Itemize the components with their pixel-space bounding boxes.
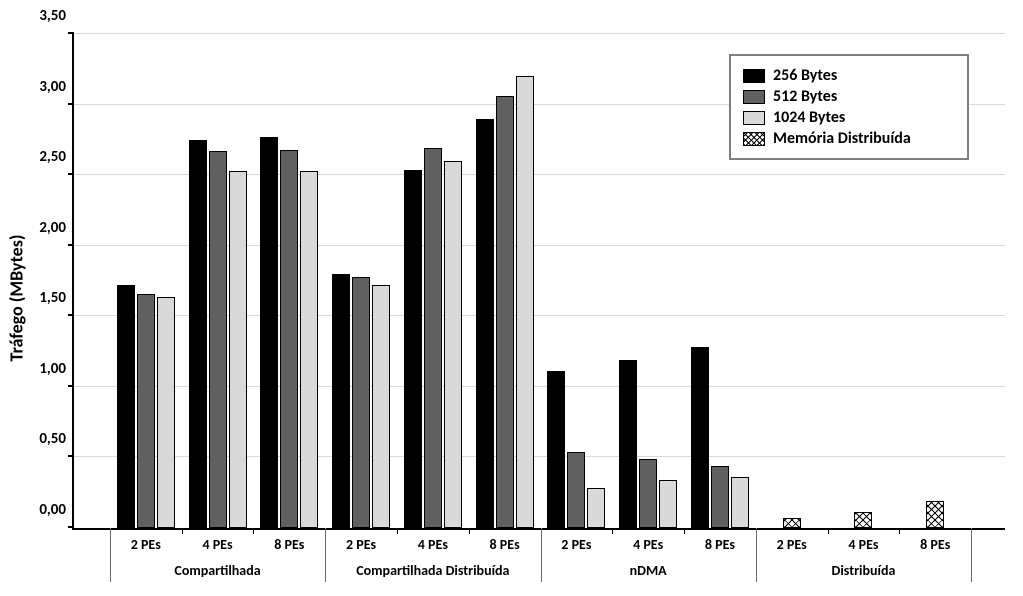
legend-label: 1024 Bytes — [773, 108, 845, 127]
y-tick-label: 0,00 — [39, 501, 66, 519]
legend: 256 Bytes 512 Bytes 1024 Bytes Memória Dist… — [729, 54, 969, 160]
y-tick-label: 1,00 — [39, 360, 66, 378]
legend-item: 256 Bytes — [743, 66, 955, 85]
y-axis-title: Tráfego (MBytes) — [6, 234, 28, 361]
group-separator — [756, 528, 757, 582]
subgroup-label: 2 PEs — [131, 536, 161, 553]
y-tick-label: 0,50 — [39, 430, 66, 448]
legend-swatch — [743, 90, 765, 104]
legend-swatch — [743, 111, 765, 125]
legend-label: 256 Bytes — [773, 66, 837, 85]
y-tick-label: 3,00 — [39, 78, 66, 96]
group-label: Compartilhada Distribuída — [356, 562, 509, 579]
legend-swatch — [743, 69, 765, 83]
subgroup-label: 8 PEs — [274, 536, 304, 553]
y-tick-label: 2,50 — [39, 148, 66, 166]
group-label: nDMA — [630, 562, 667, 579]
group-label: Distribuída — [832, 562, 896, 579]
group-separator — [325, 528, 326, 582]
legend-swatch — [743, 132, 765, 146]
subgroup-label: 8 PEs — [490, 536, 520, 553]
y-tick-label: 3,50 — [39, 7, 66, 25]
y-tick-label: 1,50 — [39, 289, 66, 307]
subgroup-label: 8 PEs — [705, 536, 735, 553]
subgroup-label: 8 PEs — [920, 536, 950, 553]
legend-label: 512 Bytes — [773, 87, 837, 106]
legend-label: Memória Distribuída — [773, 129, 911, 148]
plot-area: 0,000,501,001,502,002,503,003,50 2 PEs4 … — [72, 34, 1005, 530]
subgroup-label: 4 PEs — [202, 536, 232, 553]
traffic-chart: Tráfego (MBytes) 0,000,501,001,502,002,5… — [0, 0, 1023, 596]
group-separator — [110, 528, 111, 582]
legend-item: 512 Bytes — [743, 87, 955, 106]
subgroup-label: 2 PEs — [777, 536, 807, 553]
subgroup-label: 2 PEs — [346, 536, 376, 553]
subgroup-label: 2 PEs — [561, 536, 591, 553]
subgroup-label: 4 PEs — [848, 536, 878, 553]
subgroup-label: 4 PEs — [633, 536, 663, 553]
group-label: Compartilhada — [174, 562, 260, 579]
group-separator — [971, 528, 972, 582]
subgroup-label: 4 PEs — [418, 536, 448, 553]
y-tick-label: 2,00 — [39, 219, 66, 237]
group-separator — [541, 528, 542, 582]
legend-item: Memória Distribuída — [743, 129, 955, 148]
legend-item: 1024 Bytes — [743, 108, 955, 127]
